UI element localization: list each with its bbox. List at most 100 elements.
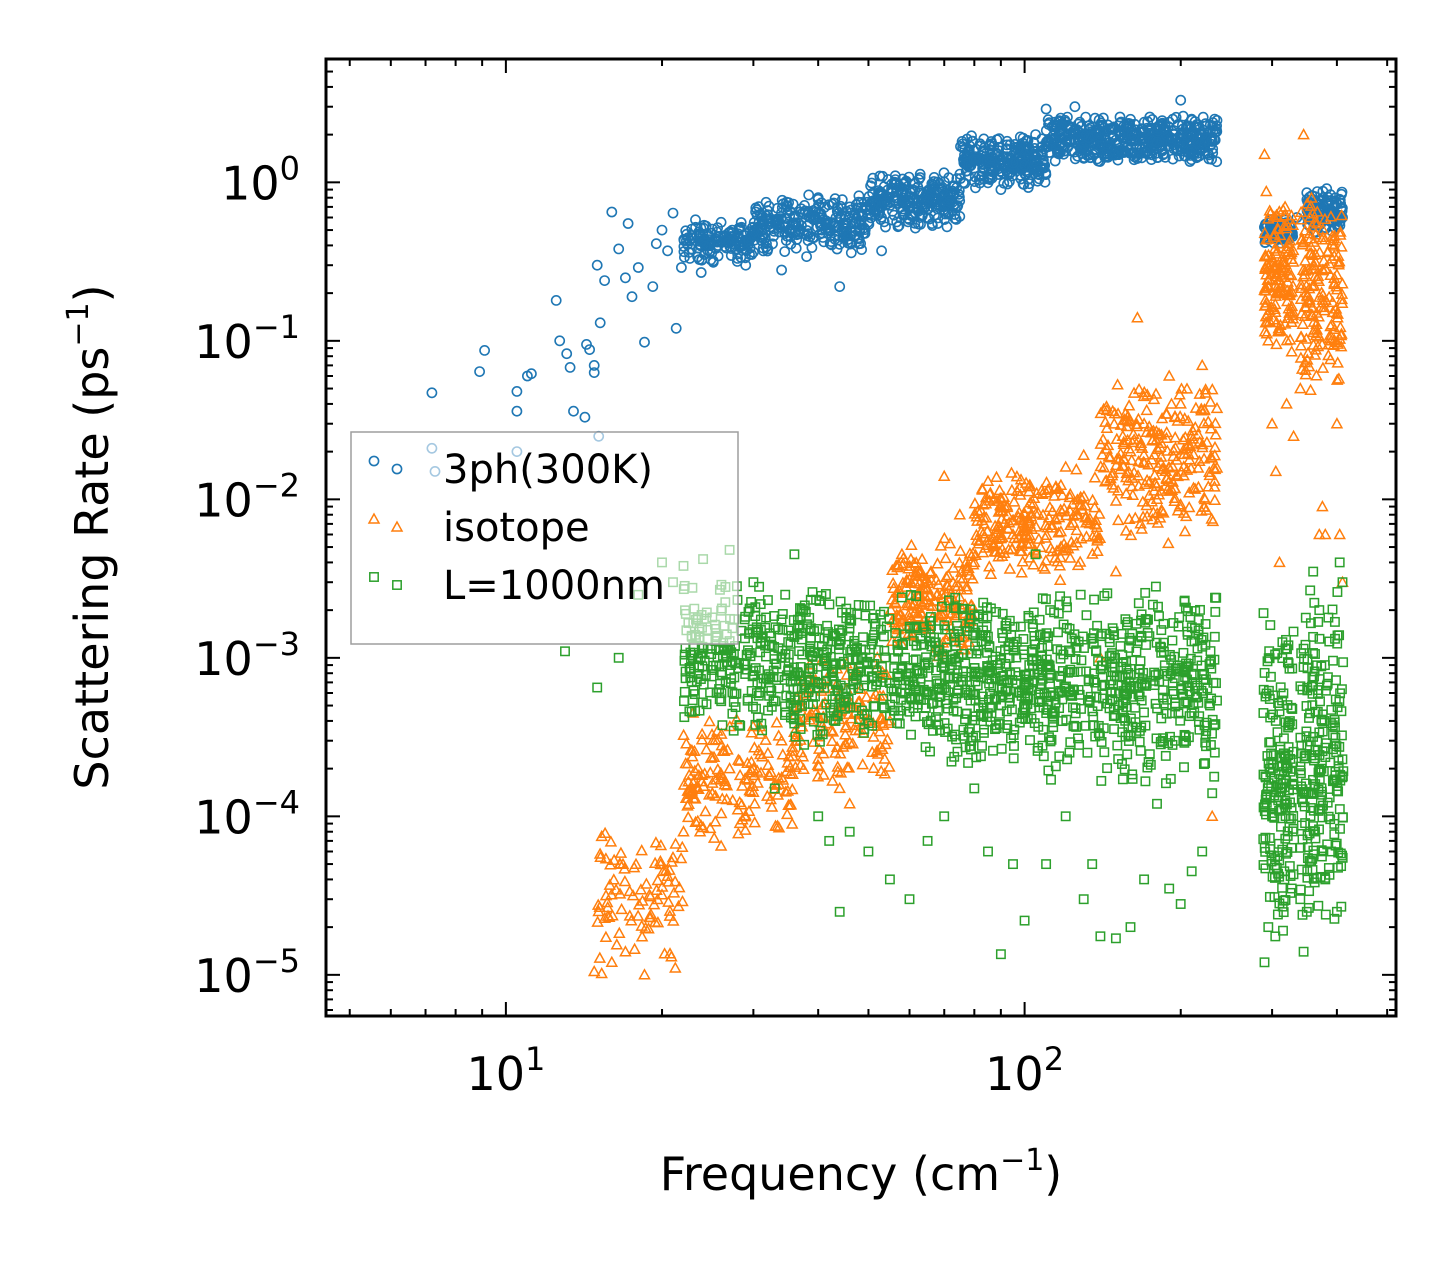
data-point: [923, 662, 934, 673]
data-point: [595, 966, 608, 979]
data-point: [1004, 139, 1016, 151]
data-point: [986, 530, 999, 542]
data-point: [994, 532, 1007, 544]
data-point: [1195, 358, 1209, 371]
data-point: [1016, 713, 1027, 724]
data-point: [1002, 178, 1013, 190]
data-point: [751, 703, 761, 714]
data-point: [1167, 153, 1179, 165]
data-point: [924, 588, 937, 600]
data-point: [1180, 463, 1194, 475]
data-point: [667, 886, 681, 898]
data-point: [775, 734, 788, 746]
data-point: [795, 724, 806, 734]
data-point: [1295, 232, 1309, 244]
data-point: [853, 233, 865, 245]
data-point: [1208, 493, 1222, 506]
data-point: [1052, 482, 1065, 495]
data-point: [1172, 136, 1184, 148]
data-point: [1063, 551, 1077, 563]
data-point: [952, 620, 962, 631]
data-point: [935, 587, 949, 599]
data-point: [1046, 774, 1056, 785]
data-point: [1030, 547, 1043, 559]
data-point: [1182, 674, 1193, 685]
data-point: [790, 702, 801, 713]
data-point: [1064, 135, 1075, 147]
data-point: [853, 600, 864, 610]
data-point: [1127, 433, 1141, 445]
data-point: [797, 700, 808, 711]
data-point: [1041, 628, 1052, 639]
data-point: [1013, 544, 1027, 556]
data-point: [1197, 452, 1211, 464]
data-point: [1316, 263, 1330, 275]
data-point: [703, 714, 716, 727]
data-point: [1151, 136, 1163, 148]
data-point: [970, 715, 980, 726]
data-point: [949, 213, 961, 224]
data-point: [1093, 507, 1106, 519]
data-point: [1269, 269, 1283, 282]
data-point: [1137, 417, 1151, 429]
data-point: [1156, 713, 1167, 724]
data-point: [780, 807, 794, 820]
data-point: [759, 733, 772, 745]
data-point: [883, 760, 896, 772]
data-point: [953, 626, 964, 637]
data-point: [860, 690, 873, 702]
data-point: [1138, 125, 1150, 137]
data-point: [623, 884, 636, 897]
data-point: [818, 647, 829, 658]
data-point: [1196, 634, 1207, 645]
data-point: [953, 556, 966, 568]
data-point: [628, 942, 641, 954]
data-point: [1211, 592, 1222, 603]
data-point: [851, 670, 862, 681]
data-point: [1205, 512, 1218, 524]
data-point: [1209, 771, 1220, 782]
data-point: [1162, 694, 1173, 705]
data-point: [1019, 159, 1031, 171]
data-point: [703, 821, 717, 834]
data-point: [663, 904, 677, 916]
data-point: [1186, 437, 1199, 449]
data-point: [946, 575, 960, 588]
data-point: [957, 138, 968, 150]
data-point: [1107, 623, 1118, 634]
data-point: [844, 623, 855, 634]
data-point: [1022, 713, 1033, 724]
data-point: [1336, 277, 1349, 289]
data-point: [958, 666, 969, 677]
data-point: [944, 595, 954, 606]
data-point: [656, 224, 668, 236]
data-point: [1162, 369, 1176, 381]
data-point: [728, 696, 739, 707]
data-point: [921, 204, 933, 216]
data-point: [844, 201, 856, 213]
data-point: [1056, 671, 1067, 682]
data-point: [1140, 587, 1151, 598]
data-point: [1294, 213, 1308, 225]
data-point: [732, 252, 743, 264]
data-point: [932, 697, 943, 708]
data-point: [717, 771, 730, 783]
data-point: [1309, 328, 1323, 341]
data-point: [891, 560, 904, 573]
data-point: [948, 594, 961, 606]
data-point: [1102, 588, 1113, 599]
data-point: [1303, 296, 1317, 308]
data-point: [650, 883, 663, 895]
data-point: [661, 869, 674, 882]
data-point: [1195, 604, 1205, 615]
data-point: [638, 968, 651, 980]
data-point: [731, 803, 745, 815]
data-point: [707, 831, 721, 843]
data-point: [1156, 118, 1168, 130]
data-point: [908, 655, 919, 666]
data-point: [511, 405, 523, 417]
data-point: [781, 196, 792, 208]
data-point: [1200, 435, 1214, 448]
data-point: [909, 569, 922, 581]
data-point: [1318, 212, 1332, 224]
